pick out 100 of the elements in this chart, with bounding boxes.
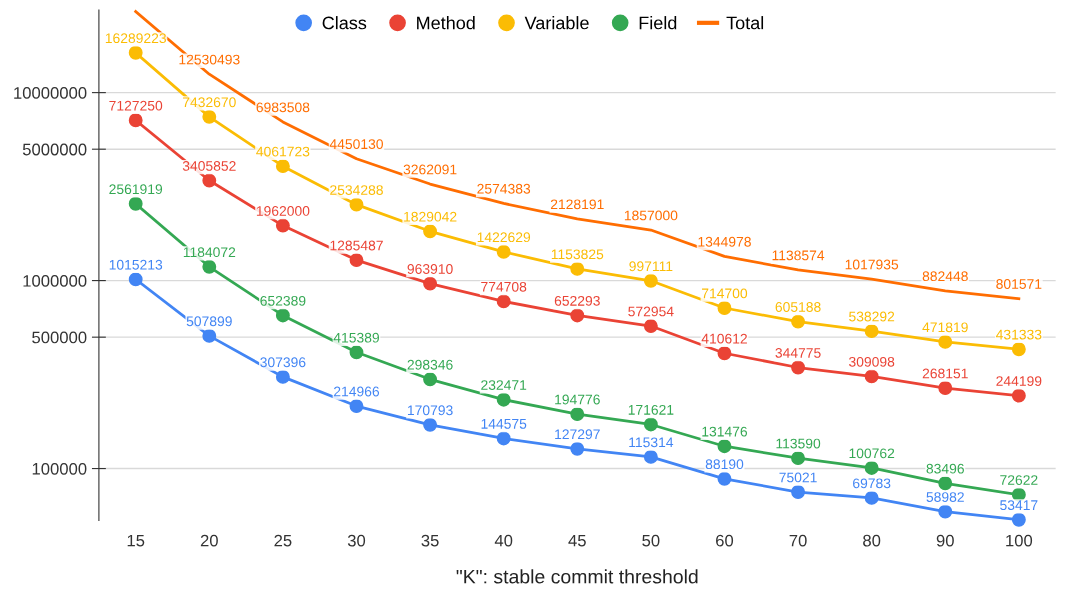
data-label: 214966 (334, 386, 380, 397)
point (717, 439, 732, 454)
data-label: 1344978 (698, 236, 751, 247)
x-tick-label: 70 (789, 534, 807, 547)
point (202, 109, 217, 124)
point (202, 259, 217, 274)
data-label: 1138574 (772, 250, 825, 261)
point (496, 431, 511, 446)
point (128, 272, 143, 287)
point (202, 173, 217, 188)
point (349, 399, 364, 414)
data-label: 1962000 (256, 206, 310, 216)
data-label: 1857000 (624, 210, 678, 221)
point (864, 490, 879, 505)
data-label: 298346 (407, 359, 453, 370)
data-label: 3405852 (182, 161, 236, 171)
point (496, 244, 511, 259)
x-tick-label: 80 (863, 534, 881, 547)
point (791, 360, 806, 375)
point (275, 159, 290, 174)
point (717, 301, 732, 315)
data-label: 115314 (629, 437, 674, 448)
point (864, 324, 879, 339)
point (570, 261, 585, 276)
data-label: 605188 (775, 302, 821, 312)
data-label: 100762 (849, 448, 895, 459)
point (643, 273, 658, 288)
point (275, 308, 290, 323)
data-label: 12530493 (179, 54, 240, 65)
point (570, 308, 585, 323)
data-label: 1015213 (109, 259, 163, 270)
point (791, 451, 806, 466)
point (349, 345, 364, 360)
point (717, 346, 732, 361)
point (423, 417, 438, 432)
data-label: 1422629 (477, 232, 531, 243)
data-label: 6983508 (256, 102, 310, 113)
data-label: 963910 (407, 264, 453, 274)
data-label: 58982 (926, 492, 964, 502)
point (1011, 342, 1026, 357)
data-label: 3262091 (403, 164, 457, 175)
data-label: 774708 (481, 281, 527, 292)
x-tick-label: 40 (494, 534, 513, 547)
data-label: 88190 (705, 459, 744, 470)
point (423, 224, 438, 239)
legend-label: Method (417, 16, 475, 30)
point (938, 504, 953, 519)
point (938, 476, 953, 491)
data-label: 2574383 (477, 183, 531, 194)
x-tick-label: 50 (642, 534, 660, 547)
point (423, 372, 438, 387)
data-label: 7432670 (182, 97, 236, 108)
point (1011, 388, 1026, 403)
data-label: 431333 (996, 329, 1042, 340)
data-label: 1829042 (404, 211, 457, 222)
point (643, 449, 658, 464)
point (128, 196, 143, 211)
data-label: 75021 (779, 472, 817, 483)
x-tick-label: 20 (200, 534, 218, 547)
point (349, 197, 364, 212)
data-label: 69783 (853, 478, 891, 489)
data-label: 309098 (849, 356, 895, 367)
x-tick-label: 45 (568, 534, 586, 547)
x-tick-label: 30 (347, 534, 366, 547)
x-axis-title: "K": stable commit threshold (456, 569, 698, 584)
y-tick-label: 10000000 (14, 87, 87, 99)
point (128, 113, 143, 128)
data-label: 714700 (702, 288, 748, 299)
point (496, 294, 511, 309)
legend-label: Total (726, 16, 764, 30)
legend-label: Variable (524, 16, 589, 30)
data-label: 410612 (701, 333, 747, 344)
point (938, 381, 953, 395)
data-label: 2128191 (550, 199, 604, 210)
data-label: 144575 (481, 419, 527, 429)
data-label: 83496 (926, 463, 964, 474)
data-label: 131476 (702, 426, 748, 437)
data-label: 507899 (186, 316, 232, 327)
legend-label: Class (322, 16, 367, 30)
data-label: 53417 (1000, 500, 1038, 511)
point (570, 441, 585, 456)
point (128, 45, 143, 60)
data-label: 1285487 (330, 240, 383, 251)
data-label: 652293 (554, 295, 600, 306)
x-tick-label: 15 (127, 534, 145, 547)
data-label: 268151 (922, 368, 968, 379)
data-label: 171621 (628, 404, 674, 415)
point (349, 253, 364, 268)
data-label: 572954 (628, 306, 674, 317)
point (202, 328, 217, 343)
x-tick-label: 35 (421, 534, 439, 547)
y-tick-label: 100000 (32, 462, 87, 475)
data-label: 2534288 (330, 185, 383, 195)
data-label: 4450130 (329, 139, 383, 150)
point (717, 471, 732, 486)
data-label: 170793 (407, 405, 453, 416)
x-tick-label: 100 (1006, 534, 1033, 547)
point (570, 407, 585, 422)
data-label: 232471 (481, 380, 527, 390)
data-label: 307396 (260, 357, 306, 368)
